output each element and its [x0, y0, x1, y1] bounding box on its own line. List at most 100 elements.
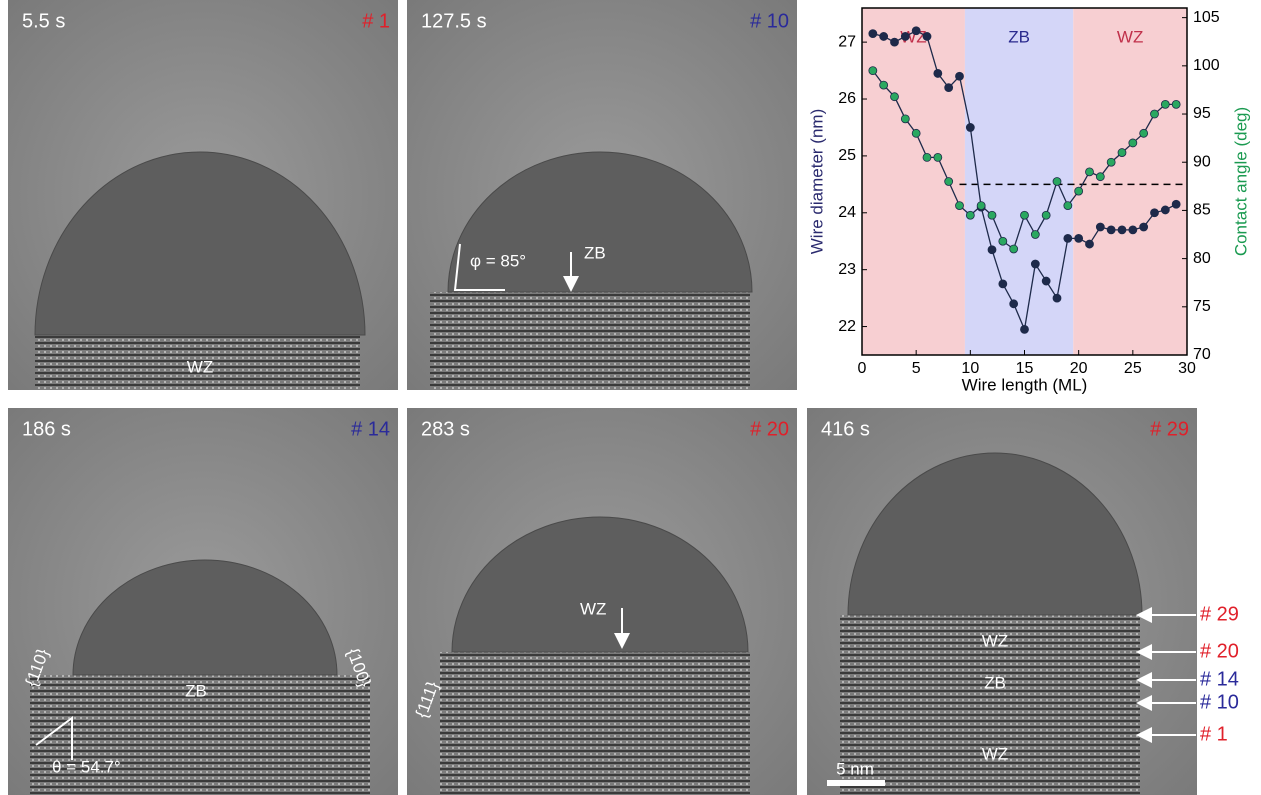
figure: 5.5 s# 1WZ127.5 s# 10φ = 85°ZB186 s# 14{…	[0, 0, 1261, 795]
data-point	[1096, 223, 1104, 231]
y2-tick-label: 70	[1193, 346, 1211, 363]
side-label: # 10	[1200, 691, 1239, 713]
data-point	[1064, 234, 1072, 242]
panel-number: # 14	[351, 418, 390, 440]
panel-annotation: θ = 54.7°	[52, 757, 121, 776]
y-tick-label: 22	[838, 318, 856, 335]
y-tick-label: 24	[838, 204, 856, 221]
data-point	[1053, 178, 1061, 186]
data-point	[901, 115, 909, 123]
data-point	[1031, 260, 1039, 268]
data-point	[1161, 206, 1169, 214]
region	[1073, 8, 1187, 355]
y-tick-label: 25	[838, 147, 856, 164]
panel-time: 283 s	[421, 418, 470, 440]
region-label: ZB	[1008, 27, 1030, 46]
data-point	[880, 81, 888, 89]
panel-number: # 29	[1150, 418, 1189, 440]
panel-annotation: 5 nm	[836, 759, 874, 778]
x-tick-label: 0	[858, 360, 867, 377]
scale-bar	[827, 780, 885, 786]
data-point	[923, 153, 931, 161]
data-point	[1064, 202, 1072, 210]
panel-time: 127.5 s	[421, 10, 487, 32]
crystal-lattice	[440, 652, 750, 795]
data-point	[1151, 110, 1159, 118]
y-tick-label: 27	[838, 33, 856, 50]
data-point	[1140, 129, 1148, 137]
data-point	[934, 153, 942, 161]
data-point	[1053, 294, 1061, 302]
panel-annotation: φ = 85°	[470, 251, 526, 270]
data-point	[912, 129, 920, 137]
data-point	[891, 93, 899, 101]
data-point	[1129, 226, 1137, 234]
data-point	[945, 84, 953, 92]
panel-annotation: WZ	[580, 599, 606, 618]
panel-annotation: ZB	[984, 673, 1006, 692]
y2-tick-label: 80	[1193, 250, 1211, 267]
y2-axis-label: Contact angle (deg)	[1231, 107, 1250, 256]
x-axis-label: Wire length (ML)	[962, 375, 1088, 394]
y-axis-label: Wire diameter (nm)	[807, 109, 826, 254]
side-label: # 20	[1200, 640, 1239, 662]
data-point	[869, 67, 877, 75]
data-point	[1107, 158, 1115, 166]
data-point	[934, 69, 942, 77]
data-point	[901, 32, 909, 40]
panel-time: 5.5 s	[22, 10, 65, 32]
data-point	[966, 123, 974, 131]
data-point	[956, 72, 964, 80]
region-label: WZ	[1117, 27, 1143, 46]
y2-tick-label: 95	[1193, 105, 1211, 122]
data-point	[1151, 209, 1159, 217]
data-point	[945, 178, 953, 186]
side-label: # 29	[1200, 603, 1239, 625]
data-point	[1075, 234, 1083, 242]
panel-number: # 10	[750, 10, 789, 32]
data-point	[880, 32, 888, 40]
data-point	[1042, 277, 1050, 285]
panel-annotation: WZ	[982, 631, 1008, 650]
y2-tick-label: 100	[1193, 57, 1220, 74]
data-point	[869, 30, 877, 38]
data-point	[912, 27, 920, 35]
data-point	[1096, 173, 1104, 181]
data-point	[988, 246, 996, 254]
data-point	[1010, 245, 1018, 253]
panel-annotation: WZ	[187, 357, 213, 376]
data-point	[1021, 211, 1029, 219]
data-point	[988, 211, 996, 219]
data-point	[1031, 231, 1039, 239]
data-point	[1172, 100, 1180, 108]
data-point	[999, 237, 1007, 245]
data-point	[1172, 200, 1180, 208]
panel-time: 186 s	[22, 418, 71, 440]
data-point	[1021, 325, 1029, 333]
panel-annotation: WZ	[982, 744, 1008, 763]
data-point	[1140, 223, 1148, 231]
panel-annotation: ZB	[185, 681, 207, 700]
y2-tick-label: 90	[1193, 153, 1211, 170]
data-point	[1086, 168, 1094, 176]
panel-time: 416 s	[821, 418, 870, 440]
side-label: # 14	[1200, 668, 1239, 690]
page: {"panels": [ {"time": "5.5 s", "number":…	[0, 0, 1261, 795]
side-label: # 1	[1200, 723, 1228, 745]
data-point	[1118, 226, 1126, 234]
data-point	[956, 202, 964, 210]
data-point	[966, 211, 974, 219]
panel-annotation: ZB	[584, 243, 606, 262]
data-point	[977, 202, 985, 210]
y-tick-label: 26	[838, 90, 856, 107]
data-point	[923, 32, 931, 40]
x-tick-label: 25	[1124, 360, 1142, 377]
y2-tick-label: 85	[1193, 202, 1211, 219]
panel-number: # 20	[750, 418, 789, 440]
y-tick-label: 23	[838, 261, 856, 278]
x-tick-label: 5	[912, 360, 921, 377]
data-point	[1075, 187, 1083, 195]
y2-tick-label: 75	[1193, 298, 1211, 315]
panel-number: # 1	[362, 10, 390, 32]
crystal-lattice	[430, 292, 750, 390]
